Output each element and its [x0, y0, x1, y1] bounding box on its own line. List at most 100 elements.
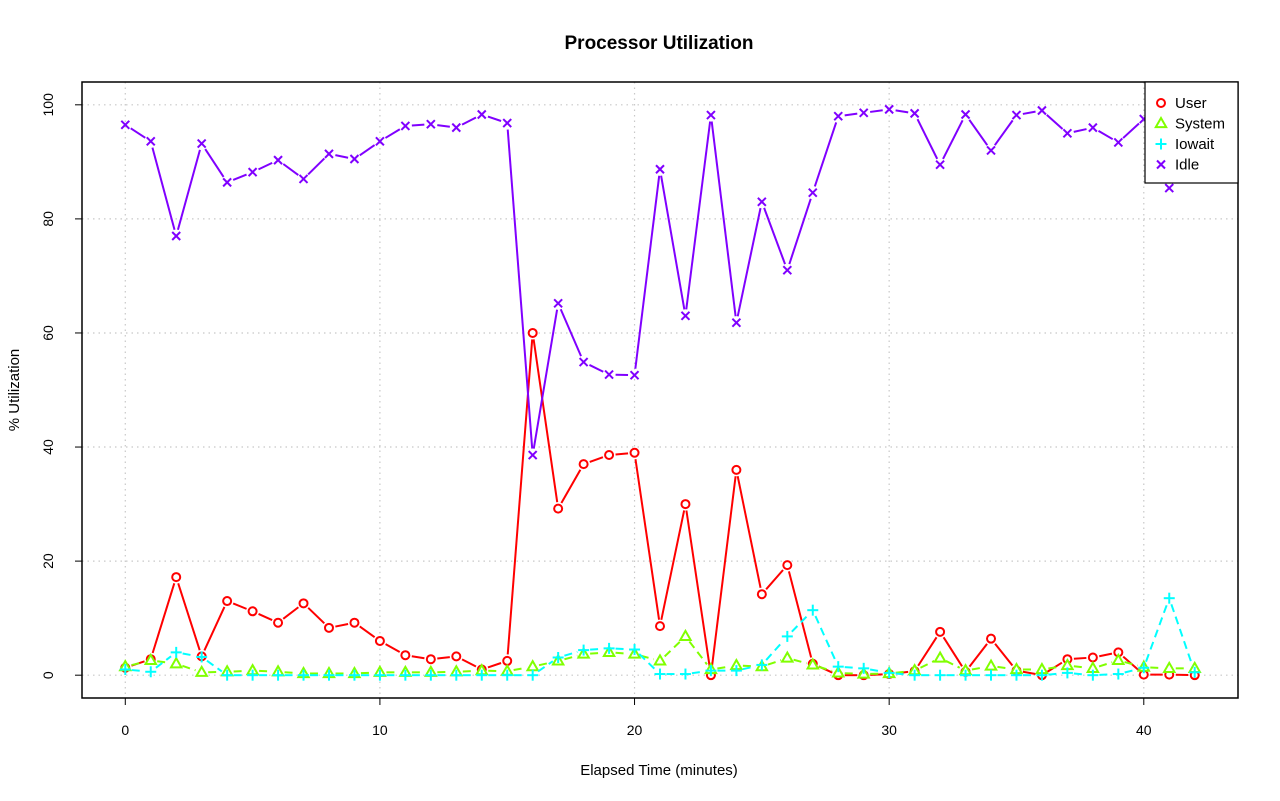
- legend-marker-system: [1154, 115, 1168, 129]
- data-point-iowait: [832, 661, 844, 673]
- series-line-system: [920, 660, 935, 669]
- data-point-iowait: [247, 669, 259, 681]
- series-line-system: [615, 651, 629, 655]
- data-point-idle: [477, 109, 487, 120]
- data-point-user: [986, 633, 997, 644]
- data-point-iowait: [501, 669, 513, 681]
- data-point-user: [247, 606, 258, 617]
- series-line-idle: [844, 112, 858, 117]
- series-line-iowait: [1124, 668, 1138, 674]
- data-point-idle: [247, 167, 258, 177]
- series-line-iowait: [791, 614, 809, 633]
- series-line-system: [1073, 665, 1087, 669]
- legend-entry-user: User: [1156, 95, 1207, 112]
- series-line-user: [335, 623, 349, 628]
- series-line-user: [307, 607, 325, 625]
- data-point-idle: [1164, 183, 1174, 193]
- series-line-user: [917, 636, 938, 667]
- series-line-idle: [130, 127, 146, 139]
- data-point-iowait: [145, 666, 157, 678]
- data-point-idle: [960, 109, 971, 120]
- series-line-system: [233, 669, 247, 673]
- data-point-idle: [349, 154, 360, 164]
- series-line-iowait: [182, 652, 196, 657]
- y-axis-label: % Utilization: [6, 349, 23, 432]
- data-point-iowait: [170, 646, 182, 658]
- legend-label-user: User: [1175, 95, 1207, 112]
- series-line-idle: [232, 173, 247, 181]
- series-line-idle: [532, 309, 559, 449]
- series-line-idle: [559, 308, 582, 357]
- data-point-idle: [1037, 105, 1047, 116]
- series-line-user: [232, 602, 247, 610]
- series-line-idle: [942, 119, 964, 160]
- data-point-user: [655, 621, 665, 632]
- series-line-iowait: [895, 672, 909, 676]
- data-point-user: [298, 598, 309, 609]
- x-tick-label: 20: [627, 722, 643, 738]
- data-point-iowait: [883, 667, 895, 679]
- series-line-idle: [282, 163, 299, 176]
- series-line-idle: [176, 149, 201, 230]
- series-line-user: [461, 658, 477, 668]
- series-line-idle: [437, 124, 450, 128]
- series-line-system: [131, 660, 145, 667]
- data-point-user: [400, 650, 411, 661]
- data-point-iowait: [934, 669, 946, 681]
- series-line-idle: [916, 118, 939, 160]
- data-point-iowait: [348, 669, 360, 681]
- series-line-iowait: [131, 669, 145, 673]
- series-line-system: [688, 640, 708, 665]
- x-axis-label: Elapsed Time (minutes): [580, 762, 738, 779]
- series-line-idle: [710, 121, 737, 317]
- series-line-system: [1150, 666, 1163, 670]
- series-line-iowait: [638, 653, 657, 671]
- data-point-idle: [680, 311, 691, 321]
- series-line-idle: [359, 144, 376, 157]
- series-line-user: [1099, 652, 1113, 658]
- data-point-idle: [808, 187, 818, 198]
- plot-area-border: [81, 81, 1239, 699]
- series-line-user: [968, 643, 988, 668]
- data-point-iowait: [552, 652, 564, 664]
- data-point-idle: [833, 111, 843, 121]
- data-point-iowait: [629, 644, 641, 656]
- series-line-iowait: [1099, 673, 1112, 676]
- series-line-user: [560, 469, 582, 504]
- data-point-idle: [400, 121, 411, 131]
- data-point-idle: [578, 357, 589, 367]
- series-line-user: [177, 582, 201, 651]
- series-line-idle: [968, 119, 989, 146]
- series-line-idle: [411, 123, 425, 127]
- series-line-user: [710, 476, 737, 669]
- data-point-iowait: [1138, 662, 1150, 674]
- series-line-iowait: [844, 666, 858, 669]
- data-point-user: [273, 617, 284, 628]
- data-point-iowait: [425, 669, 437, 681]
- series-line-user: [282, 606, 299, 620]
- series-line-user: [634, 459, 661, 620]
- data-point-idle: [502, 118, 512, 128]
- data-point-user: [782, 560, 793, 571]
- data-point-iowait: [1036, 669, 1048, 681]
- data-point-iowait: [527, 669, 539, 681]
- series-line-user: [942, 636, 963, 667]
- series-line-iowait: [1073, 672, 1087, 676]
- data-point-user: [731, 464, 742, 475]
- series-line-iowait: [814, 615, 837, 662]
- data-point-iowait: [476, 669, 488, 681]
- data-point-iowait: [679, 668, 691, 680]
- series-line-user: [437, 656, 450, 660]
- data-point-idle: [1088, 122, 1098, 133]
- series-line-user: [258, 613, 273, 621]
- series-line-iowait: [691, 670, 705, 675]
- data-point-iowait: [221, 669, 233, 681]
- data-point-idle: [935, 159, 945, 170]
- series-iowait: [119, 592, 1201, 681]
- data-point-idle: [553, 298, 563, 309]
- data-point-user: [374, 635, 385, 646]
- series-line-user: [411, 655, 425, 660]
- data-point-user: [527, 327, 538, 338]
- series-line-idle: [461, 116, 477, 126]
- series-line-idle: [870, 109, 883, 113]
